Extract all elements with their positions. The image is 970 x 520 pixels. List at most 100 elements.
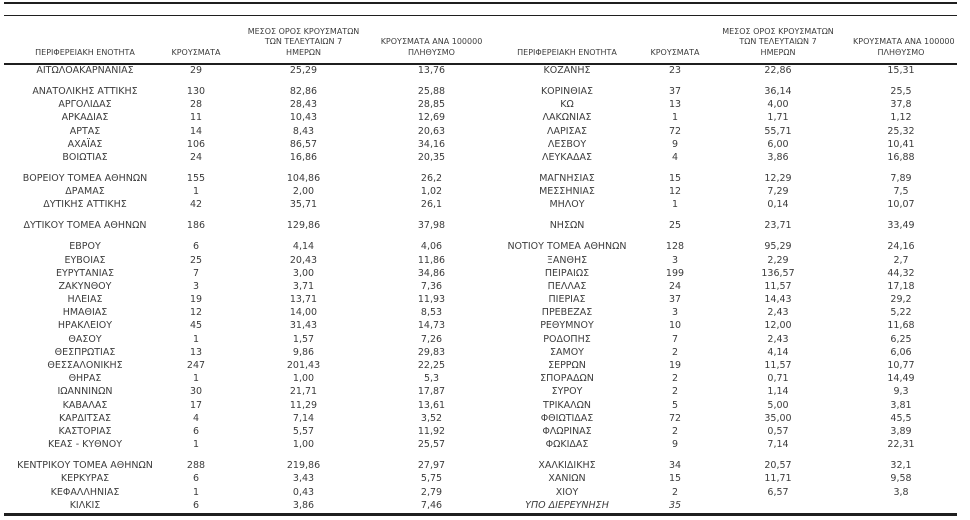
column-header-cases: ΚΡΟΥΣΜΑΤΑ	[171, 47, 221, 57]
table-row: ΔΡΑΜΑΣ 1 2,00 1,02	[5, 185, 483, 198]
cases-cell: 12	[668, 186, 682, 198]
region-cell: ΤΡΙΚΑΛΩΝ	[543, 399, 591, 411]
per100k-cell: 14,73	[417, 320, 446, 332]
region-cell: ΚΑΣΤΟΡΙΑΣ	[58, 425, 112, 437]
cases-cell: 14	[189, 125, 203, 137]
region-cell: ΚΕΝΤΡΙΚΟΥ ΤΟΜΕΑ ΑΘΗΝΩΝ	[17, 460, 153, 472]
region-cell: ΚΕΡΚΥΡΑΣ	[60, 473, 110, 485]
table-row: ΝΗΣΩΝ 25 23,71 33,49	[487, 219, 949, 232]
cases-cell: 24	[668, 280, 682, 292]
region-cell: ΘΕΣΣΑΛΟΝΙΚΗΣ	[47, 360, 123, 372]
cases-cell: 28	[189, 99, 203, 111]
table-row: ΗΡΑΚΛΕΙΟΥ 45 31,43 14,73	[5, 319, 483, 332]
region-cell: ΧΙΟΥ	[555, 486, 579, 498]
cases-cell: 1	[192, 186, 200, 198]
cases-cell: 23	[668, 65, 682, 77]
avg7-cell: 0,14	[767, 199, 789, 211]
spacer-cell	[487, 451, 949, 459]
table-row: ΖΑΚΥΝΘΟΥ 3 3,71 7,36	[5, 280, 483, 293]
per100k-cell: 7,5	[893, 186, 909, 198]
avg7-cell: 10,43	[289, 112, 318, 124]
region-cell: ΠΡΕΒΕΖΑΣ	[541, 307, 593, 319]
region-cell: ΘΕΣΠΡΩΤΙΑΣ	[54, 346, 116, 358]
per100k-cell: 8,53	[420, 307, 443, 319]
region-cell: ΚΩ	[560, 99, 574, 111]
cases-cell: 35	[668, 499, 682, 511]
avg7-cell: 8,43	[292, 125, 315, 137]
header-underline	[4, 63, 957, 65]
region-cell: ΗΡΑΚΛΕΙΟΥ	[57, 320, 113, 332]
column-header-avg7: ΜΕΣΟΣ ΟΡΟΣ ΚΡΟΥΣΜΑΤΩΝ ΤΩΝ ΤΕΛΕΥΤΑΙΩΝ 7 ΗΜΕ…	[247, 26, 360, 57]
column-header-region: ΠΕΡΙΦΕΡΕΙΑΚΗ ΕΝΟΤΗΤΑ	[35, 47, 135, 57]
cases-cell: 2	[671, 486, 679, 498]
table-row: ΗΜΑΘΙΑΣ 12 14,00 8,53	[5, 306, 483, 319]
region-cell: ΖΑΚΥΝΘΟΥ	[58, 280, 112, 292]
cases-cell: 17	[189, 399, 203, 411]
table-row: ΡΕΘΥΜΝΟΥ 10 12,00 11,68	[487, 319, 949, 332]
top-border-line	[4, 2, 957, 4]
avg7-cell: 1,14	[767, 386, 789, 398]
per100k-cell: 17,18	[887, 280, 915, 292]
per100k-cell: 44,32	[887, 267, 915, 279]
table-row: ΙΩΑΝΝΙΝΩΝ 30 21,71 17,87	[5, 385, 483, 398]
avg7-cell: 12,00	[764, 320, 792, 332]
region-cell: ΜΕΣΣΗΝΙΑΣ	[539, 186, 595, 198]
per100k-cell: 32,1	[890, 460, 912, 472]
avg7-cell: 7,29	[767, 186, 789, 198]
cases-cell: 186	[186, 220, 206, 232]
cases-cell: 3	[671, 307, 679, 319]
cases-cell: 1	[192, 486, 200, 498]
avg7-cell: 11,29	[289, 399, 318, 411]
spacer-row	[487, 451, 949, 459]
per100k-cell: 3,52	[420, 412, 443, 424]
cases-cell: 6	[192, 499, 200, 511]
region-cell: ΑΡΓΟΛΙΔΑΣ	[58, 99, 112, 111]
cases-cell: 9	[671, 138, 679, 150]
table-row: ΣΠΟΡΑΔΩΝ 2 0,71 14,49	[487, 372, 949, 385]
avg7-cell: 82,86	[289, 86, 318, 98]
table-row: ΝΟΤΙΟΥ ΤΟΜΕΑ ΑΘΗΝΩΝ 128 95,29 24,16	[487, 240, 949, 253]
cases-cell: 3	[671, 254, 679, 266]
per100k-cell: 15,31	[887, 65, 915, 77]
regional-table-right: ΠΕΡΙΦΕΡΕΙΑΚΗ ΕΝΟΤΗΤΑ ΚΡΟΥΣΜΑΤΑ ΜΕΣΟΣ ΟΡΟΣ …	[487, 16, 954, 512]
cases-cell: 37	[668, 294, 682, 306]
per100k-cell: 10,41	[887, 138, 915, 150]
spacer-row	[487, 232, 949, 240]
table-row: ΔΥΤΙΚΟΥ ΤΟΜΕΑ ΑΘΗΝΩΝ 186 129,86 37,98	[5, 219, 483, 232]
region-cell: ΔΡΑΜΑΣ	[65, 186, 105, 198]
per100k-cell: 45,5	[890, 412, 912, 424]
per100k-cell: 22,31	[887, 439, 915, 451]
table-row: ΚΕΑΣ - ΚΥΘΝΟΥ 1 1,00 25,57	[5, 438, 483, 451]
bottom-border-line	[4, 513, 957, 516]
avg7-cell: 2,43	[767, 307, 789, 319]
avg7-cell: 4,14	[292, 241, 315, 253]
table-row: ΤΡΙΚΑΛΩΝ 5 5,00 3,81	[487, 399, 949, 412]
region-cell: ΜΗΛΟΥ	[549, 199, 585, 211]
avg7-cell: 1,00	[292, 439, 315, 451]
cases-cell: 25	[668, 220, 682, 232]
avg7-cell: 1,00	[292, 373, 315, 385]
cases-cell: 24	[189, 152, 203, 164]
region-cell: ΔΥΤΙΚΟΥ ΤΟΜΕΑ ΑΘΗΝΩΝ	[23, 220, 147, 232]
region-cell: ΝΟΤΙΟΥ ΤΟΜΕΑ ΑΘΗΝΩΝ	[507, 241, 627, 253]
per100k-cell: 11,68	[887, 320, 915, 332]
per100k-cell: 11,92	[417, 425, 446, 437]
cases-cell: 1	[192, 333, 200, 345]
avg7-cell: 7,14	[292, 412, 315, 424]
spacer-row	[487, 211, 949, 219]
avg7-cell: 95,29	[764, 241, 792, 253]
avg7-cell: 0,57	[767, 425, 789, 437]
region-cell: ΔΥΤΙΚΗΣ ΑΤΤΙΚΗΣ	[43, 199, 127, 211]
table-row: ΧΙΟΥ 2 6,57 3,8	[487, 485, 949, 498]
spacer-cell	[487, 164, 949, 172]
per100k-cell	[853, 499, 949, 512]
cases-cell: 130	[186, 86, 206, 98]
avg7-cell: 2,00	[292, 186, 315, 198]
region-cell: ΧΑΛΚΙΔΙΚΗΣ	[538, 460, 596, 472]
table-row: ΘΑΣΟΥ 1 1,57 7,26	[5, 333, 483, 346]
cases-cell: 3	[192, 280, 200, 292]
avg7-cell: 0,71	[767, 373, 789, 385]
cases-cell: 7	[192, 267, 200, 279]
cases-cell: 288	[186, 460, 206, 472]
spacer-cell	[487, 77, 949, 85]
